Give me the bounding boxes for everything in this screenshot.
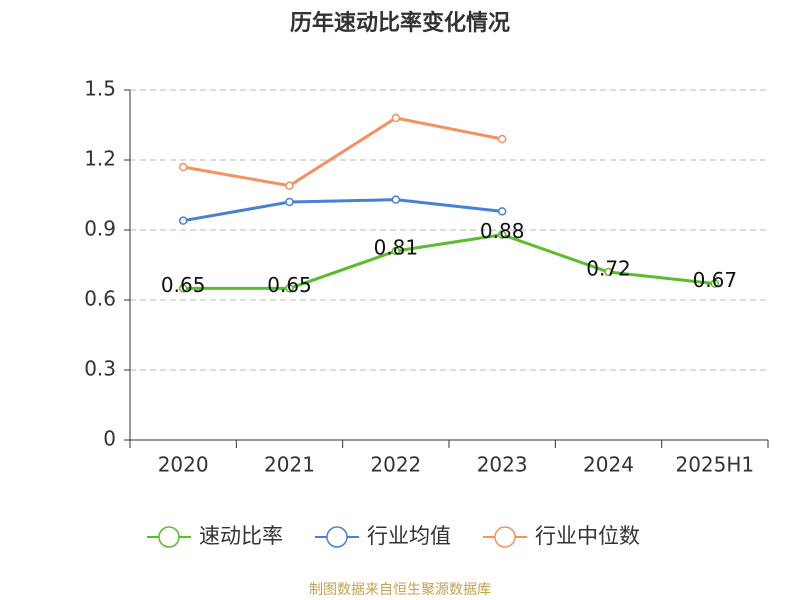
point bbox=[604, 267, 613, 277]
data-label: 0.72 bbox=[586, 257, 631, 281]
point bbox=[285, 284, 294, 293]
point bbox=[178, 216, 188, 225]
data-label: 0.65 bbox=[161, 273, 206, 297]
y-tick-label: 0.9 bbox=[84, 217, 116, 241]
y-tick-label: 0.3 bbox=[84, 357, 116, 381]
chart-title: 历年速动比率变化情况 bbox=[290, 10, 510, 36]
y-tick-label: 0.6 bbox=[84, 287, 116, 311]
point bbox=[178, 284, 188, 293]
point bbox=[285, 181, 294, 190]
legend-label: 行业均值 bbox=[367, 524, 451, 548]
data-label: 0.65 bbox=[267, 273, 312, 297]
series-line bbox=[182, 116, 503, 188]
point bbox=[391, 195, 401, 204]
point bbox=[391, 113, 401, 123]
point bbox=[391, 246, 401, 256]
legend-marker bbox=[494, 526, 516, 548]
series-line bbox=[183, 233, 715, 290]
x-tick-label: 2021 bbox=[264, 453, 315, 477]
legend-label: 速动比率 bbox=[199, 524, 283, 548]
legend-marker bbox=[158, 526, 180, 548]
x-tick-label: 2023 bbox=[477, 453, 528, 477]
point bbox=[497, 207, 507, 216]
source-note: 制图数据来自恒生聚源数据库 bbox=[309, 582, 491, 598]
point bbox=[178, 162, 188, 172]
point bbox=[285, 197, 294, 207]
series-line bbox=[182, 198, 503, 223]
point bbox=[497, 230, 507, 239]
point bbox=[710, 279, 720, 288]
legend-marker bbox=[326, 526, 348, 548]
x-tick-label: 2025H1 bbox=[675, 453, 754, 477]
data-label: 0.67 bbox=[693, 268, 738, 292]
data-label: 0.81 bbox=[374, 236, 419, 260]
data-label: 0.88 bbox=[480, 219, 525, 243]
y-tick-label: 1.2 bbox=[84, 147, 116, 171]
x-tick-label: 2020 bbox=[158, 453, 209, 477]
legend-label: 行业中位数 bbox=[535, 524, 640, 548]
y-tick-label: 0 bbox=[103, 427, 116, 451]
x-tick-label: 2024 bbox=[583, 453, 634, 477]
x-tick-label: 2022 bbox=[370, 453, 421, 477]
point bbox=[497, 134, 507, 144]
y-tick-label: 1.5 bbox=[84, 77, 116, 101]
